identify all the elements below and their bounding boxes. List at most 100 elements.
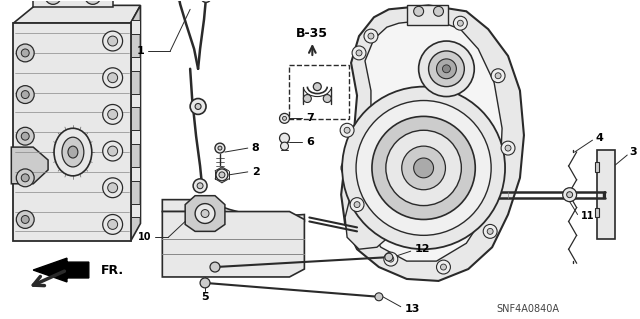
Bar (13, 23, 131, 241)
Text: 11: 11 (580, 211, 594, 221)
Circle shape (108, 73, 118, 83)
Circle shape (388, 256, 394, 262)
Text: 9: 9 (371, 163, 379, 173)
Text: 3: 3 (629, 147, 637, 157)
Bar (595, 162, 600, 172)
Polygon shape (345, 188, 397, 249)
Text: SNF4A0840A: SNF4A0840A (497, 304, 559, 314)
Circle shape (210, 262, 220, 272)
Polygon shape (361, 19, 502, 261)
Circle shape (372, 116, 476, 219)
Polygon shape (13, 5, 140, 23)
Circle shape (21, 174, 29, 182)
Circle shape (16, 44, 34, 62)
Circle shape (356, 50, 362, 56)
Circle shape (323, 94, 332, 102)
Circle shape (368, 33, 374, 39)
Bar (131, 20, 140, 34)
Circle shape (108, 219, 118, 229)
Circle shape (102, 105, 123, 124)
Polygon shape (12, 147, 48, 184)
Bar (33, 0, 113, 7)
Circle shape (21, 49, 29, 57)
Circle shape (483, 225, 497, 238)
Circle shape (440, 264, 447, 270)
Circle shape (501, 141, 515, 155)
Circle shape (341, 160, 357, 176)
Circle shape (108, 146, 118, 156)
Circle shape (108, 36, 118, 46)
Polygon shape (163, 200, 305, 226)
Bar (131, 204, 140, 218)
Circle shape (190, 99, 206, 115)
Circle shape (21, 91, 29, 99)
Circle shape (491, 69, 505, 83)
Text: B-35: B-35 (296, 26, 328, 40)
Circle shape (433, 6, 444, 16)
Circle shape (340, 123, 354, 137)
Circle shape (352, 46, 366, 60)
Circle shape (215, 143, 225, 153)
Circle shape (413, 158, 433, 178)
Circle shape (102, 214, 123, 234)
Bar (131, 57, 140, 71)
Bar (131, 130, 140, 144)
Circle shape (16, 169, 34, 187)
Circle shape (201, 210, 209, 218)
Text: 5: 5 (201, 292, 209, 302)
Circle shape (505, 145, 511, 151)
Bar (595, 208, 600, 218)
Circle shape (436, 260, 451, 274)
Ellipse shape (62, 137, 84, 167)
Circle shape (219, 172, 225, 178)
Circle shape (384, 252, 398, 266)
Circle shape (85, 0, 100, 4)
Circle shape (563, 188, 577, 202)
Circle shape (419, 41, 474, 97)
Circle shape (342, 87, 505, 249)
Text: 4: 4 (595, 133, 604, 143)
Bar (406, 5, 449, 25)
Text: 12: 12 (415, 244, 430, 254)
Circle shape (453, 16, 467, 30)
Circle shape (21, 132, 29, 140)
Polygon shape (185, 196, 225, 231)
Text: 1: 1 (137, 46, 145, 56)
Circle shape (402, 146, 445, 190)
Bar (598, 150, 615, 239)
Text: 13: 13 (404, 304, 420, 314)
Ellipse shape (54, 128, 92, 176)
Bar (131, 167, 140, 181)
Circle shape (487, 228, 493, 234)
Circle shape (108, 109, 118, 119)
Polygon shape (33, 258, 89, 282)
Text: 8: 8 (252, 143, 259, 153)
Circle shape (458, 20, 463, 26)
Circle shape (108, 183, 118, 193)
Circle shape (280, 133, 289, 143)
Bar (131, 93, 140, 108)
Polygon shape (163, 211, 305, 277)
Circle shape (356, 100, 491, 235)
Circle shape (375, 293, 383, 301)
Circle shape (280, 142, 289, 150)
Circle shape (218, 146, 222, 150)
Circle shape (386, 130, 461, 205)
Circle shape (197, 183, 203, 189)
Text: 10: 10 (138, 232, 152, 242)
Circle shape (442, 65, 451, 73)
Circle shape (16, 127, 34, 145)
Text: FR.: FR. (100, 263, 124, 277)
Circle shape (195, 204, 215, 223)
Bar (289, 65, 349, 119)
Text: 2: 2 (252, 167, 259, 177)
Circle shape (200, 278, 210, 288)
Circle shape (16, 211, 34, 228)
Circle shape (195, 103, 201, 109)
Circle shape (413, 6, 424, 16)
Circle shape (364, 29, 378, 43)
Ellipse shape (68, 146, 78, 158)
Circle shape (354, 202, 360, 208)
Circle shape (436, 59, 456, 79)
Circle shape (45, 0, 61, 4)
